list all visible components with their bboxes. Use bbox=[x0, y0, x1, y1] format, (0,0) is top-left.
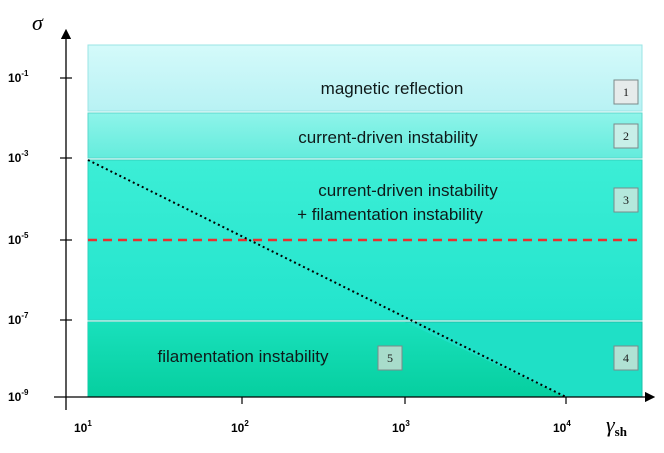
x-tick-label-3: 103 bbox=[392, 419, 410, 435]
x-tick-label-4: 104 bbox=[553, 419, 571, 435]
region-1-magnetic-reflection bbox=[87, 44, 643, 112]
region-5-number-box: 5 bbox=[377, 345, 403, 371]
y-tick-label-1: 10-1 bbox=[8, 69, 29, 85]
y-tick-label-3: 10-5 bbox=[8, 231, 29, 247]
y-ticks bbox=[60, 77, 72, 321]
region-2-number-box: 2 bbox=[613, 123, 639, 149]
region-1-label: magnetic reflection bbox=[321, 79, 464, 98]
region-2-current-driven bbox=[87, 112, 643, 159]
region-3-label-line-1: current-driven instability bbox=[318, 181, 498, 200]
svg-text:2: 2 bbox=[623, 129, 629, 143]
x-tick-label-2: 102 bbox=[231, 419, 249, 435]
region-5-filamentation bbox=[88, 322, 566, 397]
svg-text:3: 3 bbox=[623, 193, 629, 207]
region-1-number-box: 1 bbox=[613, 79, 639, 105]
region-3-number-box: 3 bbox=[613, 187, 639, 213]
y-tick-label-4: 10-7 bbox=[8, 311, 29, 327]
svg-text:4: 4 bbox=[623, 351, 629, 365]
x-tick-label-1: 101 bbox=[74, 419, 92, 435]
x-ticks bbox=[241, 397, 567, 404]
region-4-number-box: 4 bbox=[613, 345, 639, 371]
y-tick-label-2: 10-3 bbox=[8, 149, 29, 165]
dotted-boundary-line bbox=[87, 159, 567, 398]
x-axis-label: γsh bbox=[606, 412, 628, 439]
region-3-label-line-2: + filamentation instability bbox=[297, 205, 483, 224]
y-tick-label-5: 10-9 bbox=[8, 388, 29, 404]
y-axis-label: σ bbox=[32, 10, 44, 35]
region-5-label: filamentation instability bbox=[157, 347, 329, 366]
svg-text:1: 1 bbox=[623, 85, 629, 99]
svg-text:5: 5 bbox=[387, 351, 393, 365]
region-2-label: current-driven instability bbox=[298, 128, 478, 147]
